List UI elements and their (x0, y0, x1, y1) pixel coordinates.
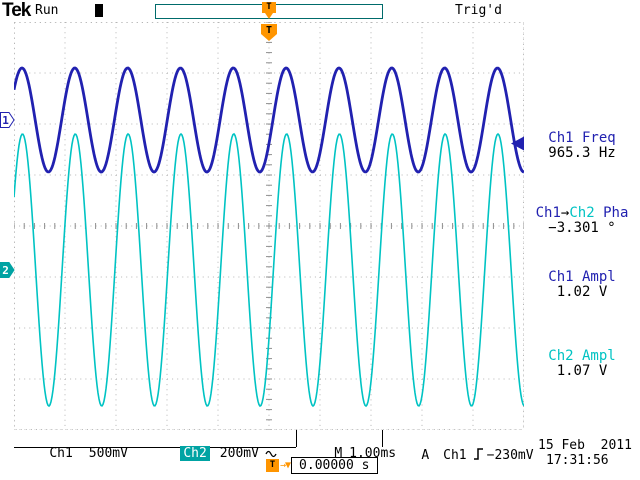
trigger-level: −230mV (486, 448, 534, 463)
graticule: T (14, 22, 524, 430)
sine-wave-icon (265, 450, 277, 458)
measurement-4: Ch2 Ampl 1.07 V (548, 348, 616, 379)
ch1-ground-marker: 1 (0, 112, 15, 128)
rising-edge-icon (473, 448, 483, 460)
measurement-3: Ch1 Ampl 1.02 V (548, 269, 616, 300)
measurement-1: Ch1 Freq 965.3 Hz (548, 130, 616, 161)
horizontal-position-value: 0.00000 s (291, 457, 378, 474)
trigger-status: Trig'd (455, 3, 502, 18)
date-display: 15 Feb 2011 (538, 438, 632, 453)
trigger-level-arrow-icon (511, 136, 524, 151)
ch2-marker-label: 2 (2, 264, 9, 277)
acquisition-icon (95, 4, 103, 17)
record-trigger-arrow-icon (265, 13, 273, 19)
horizontal-trigger-badge: T (266, 459, 279, 472)
ch1-marker-label: 1 (2, 114, 9, 127)
trigger-position-marker: T (261, 24, 277, 41)
ch1-readout-label: Ch1 (49, 446, 73, 461)
ch2-scale: 200mV (219, 446, 259, 461)
ch1-readout: Ch1 500mV (14, 430, 147, 461)
measurements-panel: Ch1 Freq 965.3 Hz Ch1→Ch2 Pha −3.301 ° Ch1 A… (524, 0, 640, 480)
measurement-2: Ch1→Ch2 Pha −3.301 ° (535, 205, 629, 236)
timebase-label: M (334, 446, 343, 461)
ch2-waveform (14, 132, 524, 408)
ch2-readout-badge: Ch2 (180, 446, 210, 461)
ch1-waveform (14, 66, 524, 174)
trigger-position-label: T (266, 25, 272, 36)
trigger-source: Ch1 (443, 448, 467, 463)
ch2-marker-shape (0, 262, 15, 278)
horizontal-position-readout: T →▼ 0.00000 s (266, 457, 378, 474)
timebase-readout: M 1.00ms (296, 430, 396, 461)
ch2-ground-marker: 2 (0, 262, 15, 278)
trigger-readout: A Ch1 −230mV (381, 430, 533, 463)
grid-lines (14, 22, 524, 430)
ch2-readout: Ch2 200mV (147, 430, 296, 461)
trigger-type-label: A (421, 448, 430, 463)
tek-logo: Tek (2, 0, 31, 21)
acquisition-status: Run (35, 3, 59, 18)
horizontal-marker-arrows-icon: →▼ (280, 460, 291, 471)
time-display: 17:31:56 (546, 453, 609, 468)
ch1-marker-shape (0, 112, 15, 128)
trigger-position-flag-icon (261, 24, 277, 41)
record-trigger-position-marker: T (262, 2, 276, 13)
ch1-scale: 500mV (88, 446, 128, 461)
